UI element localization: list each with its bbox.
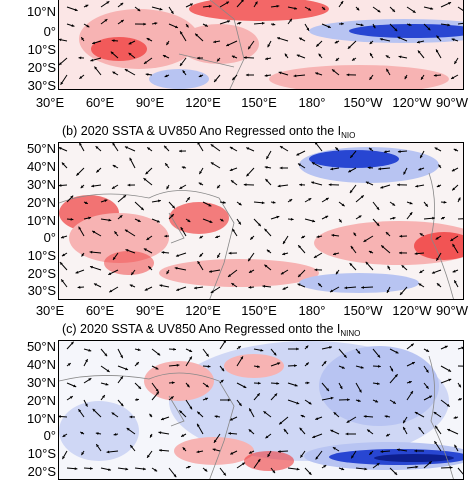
panel-a-xlabel: 180° <box>299 96 326 109</box>
panel-c-map <box>58 340 464 480</box>
panel-b-xlabel: 90°E <box>136 304 164 317</box>
panel-a-xlabel: 30°E <box>36 96 64 109</box>
panel-b-map <box>58 142 464 300</box>
panel-b-xlabel: 150°E <box>241 304 277 317</box>
panel-a: 10°N 0° 10°S 20°S 30°S 30°E 60°E 90°E 12… <box>0 0 474 110</box>
panel-c-ylabel: 20°S <box>2 465 56 478</box>
panel-c-ylabel: 10°S <box>2 447 56 460</box>
panel-a-xlabel: 150°E <box>241 96 277 109</box>
panel-c-title: (c) 2020 SSTA & UV850 Ano Regressed onto… <box>62 322 360 341</box>
panel-b-xlabel: 120°E <box>185 304 221 317</box>
panel-b-xlabel: 90°W <box>436 304 468 317</box>
panel-c-field <box>59 341 464 480</box>
panel-c-ylabel: 40°N <box>2 358 56 371</box>
panel-b-ylabel: 40°N <box>2 160 56 173</box>
panel-b-ylabel: 10°N <box>2 214 56 227</box>
wind-vector-head <box>463 474 464 477</box>
panel-a-ylabel: 10°S <box>2 43 56 56</box>
panel-a-xlabel: 90°E <box>136 96 164 109</box>
panel-a-ylabel: 30°S <box>2 79 56 92</box>
panel-a-ylabel: 20°S <box>2 61 56 74</box>
panel-b-xlabel: 30°E <box>36 304 64 317</box>
panel-b-ylabel: 20°N <box>2 196 56 209</box>
panel-a-field <box>59 0 464 90</box>
panel-a-ylabel: 10°N <box>2 5 56 18</box>
panel-c-ylabel: 20°N <box>2 394 56 407</box>
panel-b-ylabel: 10°S <box>2 249 56 262</box>
panel-b-ylabel: 30°S <box>2 284 56 297</box>
panel-a-xlabel: 120°W <box>392 96 431 109</box>
panel-a-ylabel: 0° <box>2 25 56 38</box>
panel-b-xlabel: 60°E <box>86 304 114 317</box>
panel-c-ylabel: 10°N <box>2 412 56 425</box>
panel-b-xlabel: 120°W <box>392 304 431 317</box>
panel-a-xlabel: 60°E <box>86 96 114 109</box>
panel-c-ylabel: 50°N <box>2 340 56 353</box>
panel-b-field <box>59 143 464 300</box>
panel-c-ylabel: 30°N <box>2 376 56 389</box>
panel-a-xlabel: 90°W <box>436 96 468 109</box>
panel-a-map <box>58 0 464 90</box>
panel-b-xlabel: 150°W <box>343 304 382 317</box>
panel-b-xlabel: 180° <box>299 304 326 317</box>
panel-c-ylabel: 0° <box>2 429 56 442</box>
panel-a-xlabel: 150°W <box>343 96 382 109</box>
panel-a-xlabel: 120°E <box>185 96 221 109</box>
panel-b-title: (b) 2020 SSTA & UV850 Ano Regressed onto… <box>62 124 355 143</box>
panel-b-ylabel: 0° <box>2 231 56 244</box>
panel-b: (b) 2020 SSTA & UV850 Ano Regressed onto… <box>0 124 474 318</box>
panel-c: (c) 2020 SSTA & UV850 Ano Regressed onto… <box>0 322 474 474</box>
panel-b-ylabel: 50°N <box>2 142 56 155</box>
panel-b-ylabel: 20°S <box>2 267 56 280</box>
panel-b-ylabel: 30°N <box>2 178 56 191</box>
